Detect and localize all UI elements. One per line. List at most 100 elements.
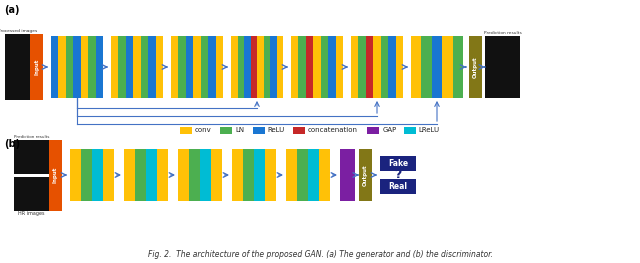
Bar bbox=[388, 36, 396, 98]
Text: ReLU: ReLU bbox=[268, 127, 285, 133]
Text: Output: Output bbox=[363, 164, 368, 186]
Text: Output: Output bbox=[473, 56, 478, 78]
Text: GAP: GAP bbox=[383, 127, 397, 133]
Bar bbox=[298, 36, 306, 98]
Bar bbox=[5, 34, 43, 100]
Bar bbox=[270, 36, 276, 98]
Bar bbox=[432, 36, 442, 98]
Bar bbox=[367, 127, 380, 134]
Text: (a): (a) bbox=[4, 5, 19, 15]
Bar bbox=[146, 149, 157, 201]
Bar bbox=[452, 36, 463, 98]
Bar bbox=[335, 36, 343, 98]
Bar bbox=[231, 36, 237, 98]
Bar bbox=[118, 36, 126, 98]
Bar bbox=[314, 36, 321, 98]
Bar bbox=[321, 36, 328, 98]
Bar bbox=[257, 36, 264, 98]
Bar bbox=[442, 36, 452, 98]
Text: HR images: HR images bbox=[19, 211, 45, 216]
Bar bbox=[244, 36, 250, 98]
Bar bbox=[74, 36, 81, 98]
Bar bbox=[328, 36, 335, 98]
Bar bbox=[179, 36, 186, 98]
Bar bbox=[276, 36, 283, 98]
Text: Fig. 2.  The architecture of the proposed GAN. (a) The generator and (b) the dis: Fig. 2. The architecture of the proposed… bbox=[148, 250, 492, 259]
Bar bbox=[404, 127, 416, 134]
Bar bbox=[92, 149, 103, 201]
Bar bbox=[232, 149, 243, 201]
Bar bbox=[250, 36, 257, 98]
Text: Processed images: Processed images bbox=[0, 29, 37, 33]
Bar bbox=[469, 36, 482, 98]
Bar bbox=[380, 179, 416, 194]
Bar bbox=[411, 36, 421, 98]
Bar bbox=[156, 36, 163, 98]
Bar bbox=[264, 36, 270, 98]
Bar bbox=[396, 36, 403, 98]
Bar bbox=[186, 36, 193, 98]
Bar bbox=[14, 139, 49, 174]
Bar bbox=[351, 36, 358, 98]
Bar bbox=[51, 36, 58, 98]
Bar bbox=[49, 139, 62, 210]
Bar bbox=[157, 149, 168, 201]
Bar bbox=[216, 36, 223, 98]
Text: Input: Input bbox=[53, 167, 58, 183]
Bar bbox=[103, 149, 114, 201]
Text: ?: ? bbox=[394, 169, 402, 181]
Bar bbox=[135, 149, 146, 201]
Bar bbox=[88, 36, 95, 98]
Bar bbox=[58, 36, 66, 98]
Bar bbox=[171, 36, 179, 98]
Bar bbox=[297, 149, 308, 201]
Bar bbox=[200, 149, 211, 201]
Bar bbox=[380, 156, 416, 171]
Bar bbox=[124, 149, 135, 201]
Bar bbox=[286, 149, 297, 201]
Text: Prediction results: Prediction results bbox=[484, 31, 522, 35]
Bar bbox=[308, 149, 319, 201]
Text: conv: conv bbox=[195, 127, 212, 133]
Text: LN: LN bbox=[236, 127, 244, 133]
Bar bbox=[111, 36, 118, 98]
Bar bbox=[485, 36, 520, 98]
Bar bbox=[265, 149, 276, 201]
Bar bbox=[358, 36, 366, 98]
Bar bbox=[254, 149, 265, 201]
Bar bbox=[70, 149, 81, 201]
Bar bbox=[126, 36, 133, 98]
Bar bbox=[178, 149, 189, 201]
Text: Real: Real bbox=[388, 182, 408, 191]
Bar bbox=[220, 127, 232, 134]
Bar bbox=[30, 34, 43, 100]
Bar bbox=[243, 149, 254, 201]
Text: Fake: Fake bbox=[388, 159, 408, 168]
Bar bbox=[366, 36, 373, 98]
Text: Input: Input bbox=[34, 59, 39, 75]
Bar bbox=[291, 36, 298, 98]
Bar bbox=[66, 36, 74, 98]
Bar bbox=[81, 149, 92, 201]
Bar bbox=[180, 127, 192, 134]
Bar bbox=[81, 36, 88, 98]
Bar bbox=[193, 36, 201, 98]
Bar bbox=[373, 36, 381, 98]
Bar bbox=[237, 36, 244, 98]
Bar bbox=[293, 127, 305, 134]
Bar bbox=[319, 149, 330, 201]
Text: Prediction results: Prediction results bbox=[14, 134, 49, 139]
Bar bbox=[211, 149, 222, 201]
Bar bbox=[306, 36, 314, 98]
Text: (b): (b) bbox=[4, 139, 20, 149]
Bar bbox=[95, 36, 103, 98]
Bar bbox=[359, 149, 372, 201]
Bar bbox=[141, 36, 148, 98]
Text: LReLU: LReLU bbox=[419, 127, 440, 133]
Bar bbox=[133, 36, 141, 98]
Bar bbox=[253, 127, 265, 134]
Bar bbox=[201, 36, 208, 98]
Bar bbox=[189, 149, 200, 201]
Bar bbox=[340, 149, 355, 201]
Bar bbox=[421, 36, 432, 98]
